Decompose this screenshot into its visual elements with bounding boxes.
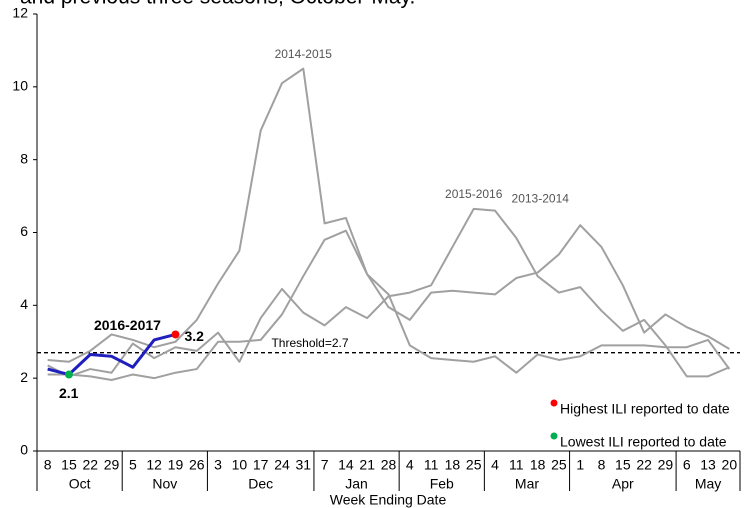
x-tick-label: 5 — [129, 457, 137, 473]
x-tick-label: 8 — [44, 457, 52, 473]
x-axis-title: Week Ending Date — [330, 492, 447, 508]
x-tick-label: 8 — [598, 457, 606, 473]
series-line — [47, 207, 730, 378]
series-label: 2013-2014 — [512, 191, 570, 205]
y-tick-label: 6 — [20, 223, 28, 239]
month-label: Mar — [515, 476, 539, 492]
x-tick-label: 17 — [253, 457, 269, 473]
month-label: May — [695, 476, 721, 492]
y-tick-label: 8 — [20, 150, 28, 166]
series-label: 2015-2016 — [445, 187, 503, 201]
x-tick-label: 31 — [295, 457, 311, 473]
x-tick-label: 10 — [232, 457, 248, 473]
x-tick-label: 11 — [509, 457, 524, 473]
x-tick-label: 18 — [445, 457, 461, 473]
x-tick-label: 14 — [338, 457, 354, 473]
series-line — [47, 333, 176, 377]
x-tick-label: 3 — [214, 457, 222, 473]
x-tick-label: 22 — [82, 457, 98, 473]
series-label: 2016-2017 — [94, 317, 161, 333]
month-label: Apr — [612, 476, 634, 492]
chart-title: and previous three seasons, October-May. — [20, 0, 415, 9]
threshold-label: Threshold=2.7 — [271, 336, 348, 350]
x-tick-label: 25 — [551, 457, 567, 473]
y-tick-label: 4 — [20, 296, 28, 312]
y-tick-label: 2 — [20, 369, 28, 385]
x-tick-label: 25 — [466, 457, 482, 473]
legend-marker — [550, 432, 558, 440]
month-label: Jan — [345, 476, 368, 492]
series-label: 2014-2015 — [275, 47, 333, 61]
x-tick-label: 15 — [61, 457, 77, 473]
month-label: Oct — [69, 476, 91, 492]
x-tick-label: 29 — [104, 457, 120, 473]
value-label: 2.1 — [59, 385, 79, 401]
highlight-point — [64, 370, 73, 379]
x-tick-label: 15 — [615, 457, 631, 473]
highlight-point — [171, 330, 180, 339]
x-tick-label: 19 — [168, 457, 184, 473]
month-label: Nov — [152, 476, 177, 492]
month-label: Dec — [248, 476, 273, 492]
x-tick-label: 6 — [683, 457, 691, 473]
series-line — [47, 224, 730, 381]
x-tick-label: 22 — [636, 457, 652, 473]
x-tick-label: 29 — [658, 457, 674, 473]
legend-marker — [550, 399, 558, 407]
x-tick-label: 4 — [491, 457, 499, 473]
y-tick-label: 10 — [12, 78, 28, 94]
x-tick-label: 11 — [424, 457, 439, 473]
x-tick-label: 26 — [189, 457, 205, 473]
x-tick-label: 28 — [381, 457, 397, 473]
y-tick-label: 12 — [12, 5, 28, 21]
month-label: Feb — [430, 476, 454, 492]
x-tick-label: 24 — [274, 457, 290, 473]
x-tick-label: 12 — [146, 457, 162, 473]
x-tick-label: 18 — [530, 457, 546, 473]
x-tick-label: 4 — [406, 457, 414, 473]
x-tick-label: 21 — [359, 457, 375, 473]
series-line — [47, 67, 731, 374]
y-tick-label: 0 — [20, 442, 28, 458]
x-tick-label: 1 — [576, 457, 584, 473]
legend-label: Lowest ILI reported to date — [560, 434, 727, 450]
x-tick-label: 7 — [321, 457, 329, 473]
value-label: 3.2 — [184, 328, 204, 344]
x-tick-label: 13 — [700, 457, 716, 473]
x-tick-label: 20 — [722, 457, 738, 473]
legend-label: Highest ILI reported to date — [560, 401, 730, 417]
